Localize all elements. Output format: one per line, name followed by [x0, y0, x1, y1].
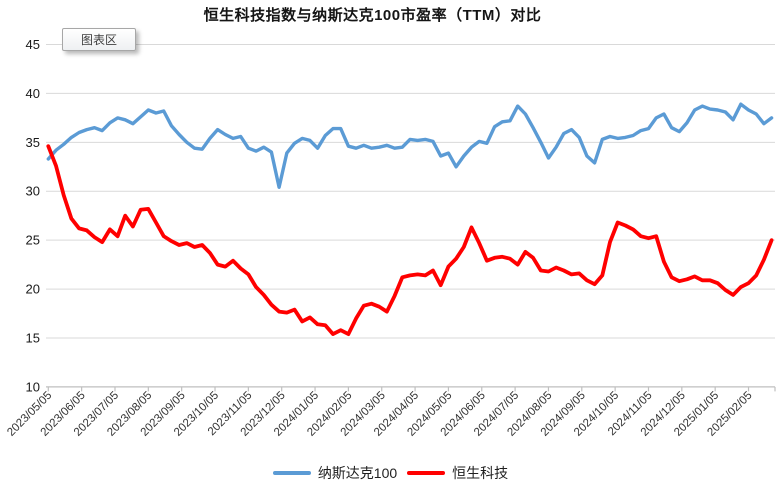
tooltip-label: 图表区: [80, 33, 117, 47]
y-tick-label-15: 15: [26, 330, 40, 345]
legend-item-nasdaq100[interactable]: 纳斯达克100: [272, 463, 398, 483]
y-tick-label-35: 35: [26, 135, 40, 150]
chart-area-tooltip: 图表区: [62, 28, 136, 51]
legend: 纳斯达克100 恒生科技: [0, 460, 781, 486]
series-line-0[interactable]: [46, 102, 774, 190]
legend-item-hstech[interactable]: 恒生科技: [407, 463, 508, 483]
y-tick-label-25: 25: [26, 233, 40, 248]
chart-title: 恒生科技指数与纳斯达克100市盈率（TTM）对比: [203, 7, 542, 24]
y-tick-label-40: 40: [26, 86, 40, 101]
y-tick-label-45: 45: [26, 37, 40, 52]
series-line-1[interactable]: [46, 144, 774, 337]
y-tick-label-20: 20: [26, 282, 40, 297]
legend-label-nasdaq100: 纳斯达克100: [317, 465, 398, 481]
nasdaq100-line-swatch-icon: [272, 471, 311, 475]
hstech-line-swatch-icon: [407, 471, 446, 475]
legend-label-hstech: 恒生科技: [452, 465, 509, 481]
y-tick-label-30: 30: [26, 184, 40, 199]
y-tick-label-10: 10: [26, 379, 40, 394]
